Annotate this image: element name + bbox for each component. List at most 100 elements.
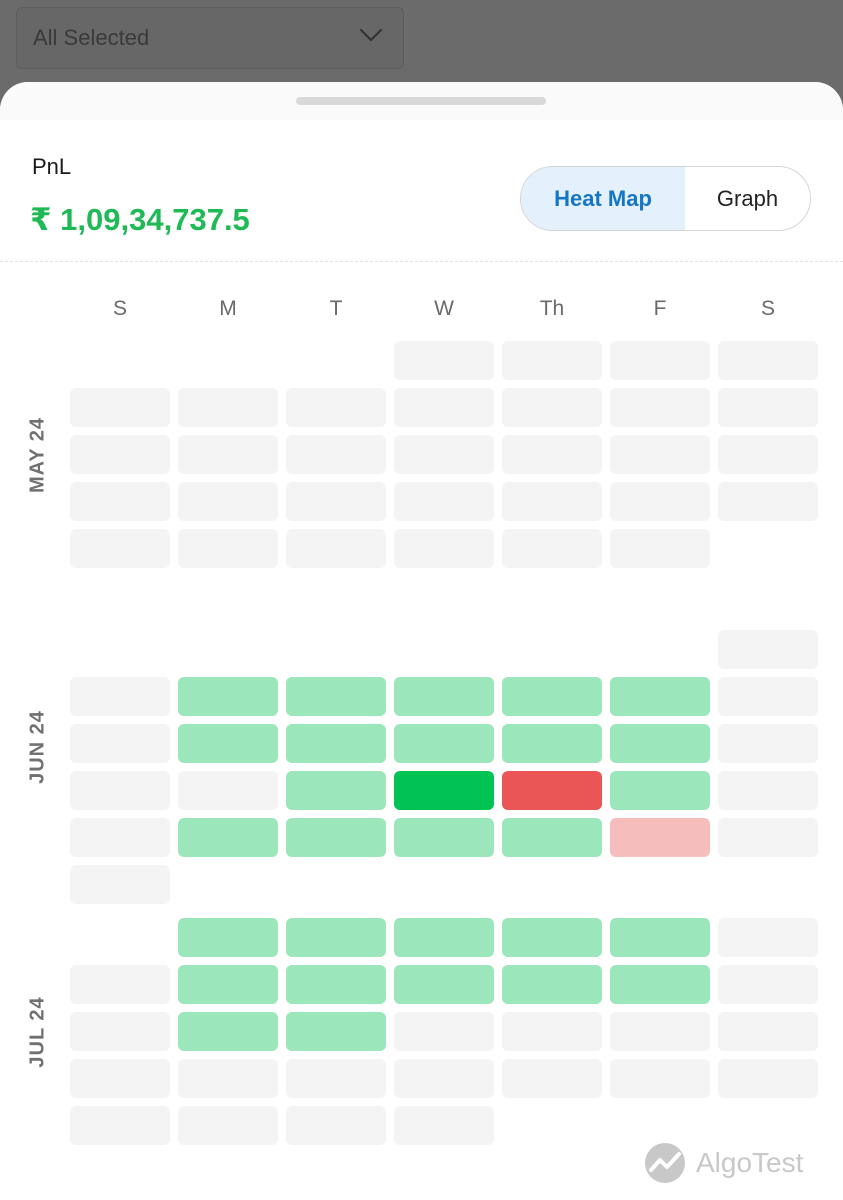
heatmap-day-cell[interactable] xyxy=(286,482,386,521)
heatmap-day-cell[interactable] xyxy=(610,482,710,521)
heatmap-day-cell[interactable] xyxy=(718,1012,818,1051)
heatmap-day-cell[interactable] xyxy=(502,818,602,857)
heatmap-day-cell[interactable] xyxy=(718,771,818,810)
heatmap-day-cell[interactable] xyxy=(70,771,170,810)
graph-tab[interactable]: Graph xyxy=(716,185,779,211)
heatmap-day-cell[interactable] xyxy=(610,965,710,1004)
heatmap-day-cell[interactable] xyxy=(70,677,170,716)
heatmap-day-cell[interactable] xyxy=(70,1059,170,1098)
heatmap-day-cell[interactable] xyxy=(286,771,386,810)
heatmap-day-cell[interactable] xyxy=(394,388,494,427)
heatmap-day-cell[interactable] xyxy=(286,388,386,427)
heatmap-day-cell[interactable] xyxy=(718,630,818,669)
heatmap-day-cell[interactable] xyxy=(286,818,386,857)
heatmap-day-cell[interactable] xyxy=(178,1012,278,1051)
heatmap-day-cell[interactable] xyxy=(70,724,170,763)
heat-map-tab[interactable]: Heat Map xyxy=(521,167,685,230)
heatmap-day-cell[interactable] xyxy=(70,482,170,521)
heatmap-day-cell[interactable] xyxy=(178,677,278,716)
heatmap-day-cell[interactable] xyxy=(70,965,170,1004)
heatmap-day-cell[interactable] xyxy=(394,724,494,763)
heatmap-day-cell[interactable] xyxy=(178,1106,278,1145)
heatmap-day-cell[interactable] xyxy=(502,724,602,763)
heatmap-day-cell[interactable] xyxy=(286,677,386,716)
heatmap-day-cell[interactable] xyxy=(394,1059,494,1098)
heatmap-day-cell[interactable] xyxy=(502,1012,602,1051)
heatmap-day-cell[interactable] xyxy=(286,965,386,1004)
heatmap-day-cell[interactable] xyxy=(178,965,278,1004)
heatmap-day-cell[interactable] xyxy=(178,1059,278,1098)
weekday-label: T xyxy=(329,297,343,320)
heatmap-day-cell[interactable] xyxy=(502,677,602,716)
heatmap-day-cell[interactable] xyxy=(718,482,818,521)
heatmap-day-cell[interactable] xyxy=(70,529,170,568)
heatmap-day-cell[interactable] xyxy=(718,435,818,474)
heatmap-day-cell[interactable] xyxy=(394,918,494,957)
heatmap-day-cell[interactable] xyxy=(502,529,602,568)
heatmap-day-cell[interactable] xyxy=(394,818,494,857)
heatmap-day-cell[interactable] xyxy=(610,435,710,474)
heatmap-day-cell[interactable] xyxy=(178,918,278,957)
heatmap-day-cell[interactable] xyxy=(502,388,602,427)
heatmap-day-cell[interactable] xyxy=(70,1012,170,1051)
heatmap-day-cell[interactable] xyxy=(286,1059,386,1098)
heatmap-day-cell[interactable] xyxy=(718,341,818,380)
heatmap-day-cell[interactable] xyxy=(286,918,386,957)
heatmap-day-cell[interactable] xyxy=(178,724,278,763)
strategy-filter-select[interactable]: All Selected xyxy=(16,7,404,69)
heatmap-day-cell[interactable] xyxy=(70,1106,170,1145)
heatmap-day-cell[interactable] xyxy=(610,1012,710,1051)
heatmap-day-cell[interactable] xyxy=(394,1012,494,1051)
heatmap-day-cell[interactable] xyxy=(286,529,386,568)
heatmap-day-cell[interactable] xyxy=(718,918,818,957)
heatmap-day-cell[interactable] xyxy=(610,677,710,716)
heatmap-day-cell[interactable] xyxy=(394,482,494,521)
heatmap-day-cell[interactable] xyxy=(718,818,818,857)
heatmap-day-cell[interactable] xyxy=(178,435,278,474)
weekday-label: S xyxy=(760,297,775,320)
heatmap-day-cell[interactable] xyxy=(178,482,278,521)
heatmap-day-cell[interactable] xyxy=(610,818,710,857)
heatmap-day-cell[interactable] xyxy=(502,918,602,957)
heatmap-day-cell[interactable] xyxy=(502,341,602,380)
heatmap-day-cell[interactable] xyxy=(394,341,494,380)
heatmap-day-cell[interactable] xyxy=(394,529,494,568)
heatmap-day-cell[interactable] xyxy=(502,435,602,474)
heatmap-day-cell[interactable] xyxy=(610,771,710,810)
heatmap-day-cell[interactable] xyxy=(286,1012,386,1051)
heatmap-day-cell[interactable] xyxy=(70,388,170,427)
heatmap-day-cell[interactable] xyxy=(394,1106,494,1145)
heatmap-day-cell[interactable] xyxy=(718,677,818,716)
heatmap-day-cell[interactable] xyxy=(610,1059,710,1098)
heatmap-day-cell[interactable] xyxy=(70,818,170,857)
heatmap-day-cell[interactable] xyxy=(502,771,602,810)
heatmap-day-cell[interactable] xyxy=(610,388,710,427)
heatmap-day-cell[interactable] xyxy=(502,1059,602,1098)
heatmap-day-cell[interactable] xyxy=(718,1059,818,1098)
heatmap-day-cell[interactable] xyxy=(286,724,386,763)
heatmap-day-cell[interactable] xyxy=(610,724,710,763)
heatmap-day-cell[interactable] xyxy=(178,818,278,857)
sheet-grab-area[interactable] xyxy=(0,82,843,120)
heatmap-day-cell[interactable] xyxy=(394,435,494,474)
heatmap-day-cell[interactable] xyxy=(610,918,710,957)
heatmap-day-cell[interactable] xyxy=(502,965,602,1004)
heatmap-day-cell[interactable] xyxy=(394,771,494,810)
heatmap-day-cell[interactable] xyxy=(610,529,710,568)
heatmap-day-cell[interactable] xyxy=(610,341,710,380)
heatmap-day-cell[interactable] xyxy=(178,529,278,568)
heatmap-day-cell[interactable] xyxy=(178,388,278,427)
heatmap-day-cell[interactable] xyxy=(70,865,170,904)
heatmap-day-cell[interactable] xyxy=(394,677,494,716)
heatmap-day-cell[interactable] xyxy=(718,388,818,427)
heatmap-day-cell[interactable] xyxy=(718,965,818,1004)
weekday-label: Th xyxy=(539,297,565,320)
heatmap-day-cell[interactable] xyxy=(286,435,386,474)
heatmap-day-cell[interactable] xyxy=(502,482,602,521)
heatmap-day-cell[interactable] xyxy=(178,771,278,810)
heatmap-day-cell[interactable] xyxy=(70,435,170,474)
heatmap-day-cell[interactable] xyxy=(394,965,494,1004)
heatmap-day-cell[interactable] xyxy=(286,1106,386,1145)
heatmap-day-cell[interactable] xyxy=(718,724,818,763)
drag-handle[interactable] xyxy=(296,97,546,105)
